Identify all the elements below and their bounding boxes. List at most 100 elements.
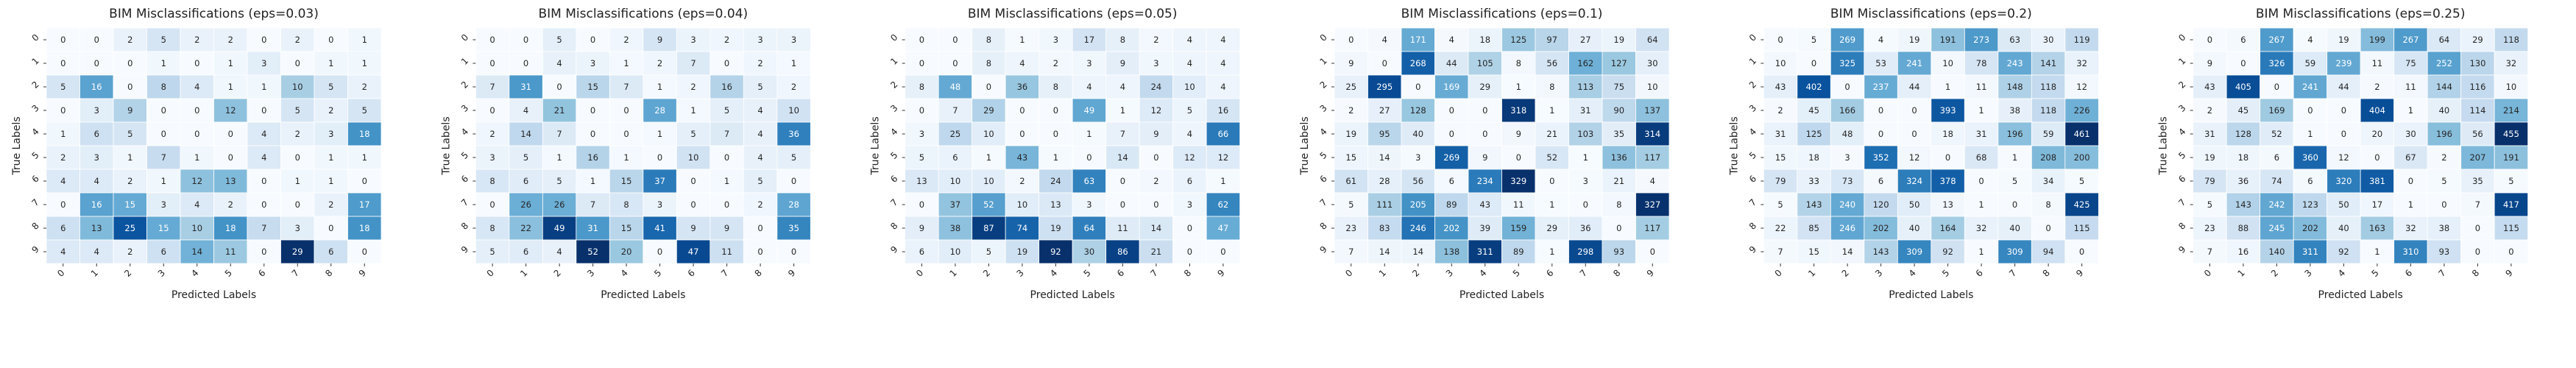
heatmap-cell [2393, 74, 2428, 99]
heatmap-cell [46, 74, 80, 99]
heatmap-cell [643, 121, 677, 146]
heatmap-cell [1434, 239, 1469, 264]
cell-value-label: 38 [950, 223, 961, 233]
heatmap-cell [1797, 98, 1831, 123]
heatmap-cell [1005, 169, 1040, 194]
cell-value-label: 0 [489, 199, 495, 210]
cell-value-label: 0 [2079, 247, 2084, 257]
cell-value-label: 417 [2503, 199, 2519, 210]
y-tick-label: 6 [30, 174, 41, 185]
cell-value-label: 327 [1644, 199, 1660, 210]
cell-value-label: 0 [228, 129, 233, 139]
heatmap-panel-5: BIM Misclassifications (eps=0.25)0 6 267 4 1… [2158, 7, 2529, 301]
x-tick-label: 3 [1873, 268, 1884, 279]
cell-value-label: 0 [724, 152, 729, 163]
x-tick-label: 0 [2202, 268, 2213, 279]
cell-value-label: 36 [2238, 176, 2249, 186]
heatmap-cell [113, 27, 147, 52]
heatmap-cell [2494, 216, 2529, 241]
cell-value-label: 10 [983, 129, 994, 139]
cell-value-label: 1 [657, 129, 662, 139]
heatmap-cell [776, 121, 811, 146]
heatmap-cell [1931, 121, 1965, 146]
heatmap-cell [676, 74, 711, 99]
cell-value-label: 0 [1019, 105, 1025, 116]
heatmap-cell [1830, 51, 1865, 76]
heatmap-cell [2031, 51, 2066, 76]
cell-value-label: 7 [690, 58, 696, 68]
x-tick-label: 7 [290, 268, 301, 279]
cell-value-label: 30 [1647, 58, 1658, 68]
cell-value-label: 9 [657, 35, 662, 45]
heatmap-cell [2064, 192, 2099, 217]
cell-value-label: 10 [191, 223, 202, 233]
heatmap-cell [1568, 169, 1603, 194]
cell-value-label: 4 [1220, 58, 1225, 68]
cell-value-label: 120 [1873, 199, 1889, 210]
cell-value-label: 1 [328, 176, 333, 186]
heatmap-cell [576, 121, 610, 146]
cell-value-label: 47 [1218, 223, 1229, 233]
cell-value-label: 119 [2074, 35, 2090, 45]
cell-value-label: 74 [2271, 176, 2282, 186]
cell-value-label: 14 [1842, 247, 1853, 257]
heatmap-cell [1830, 121, 1865, 146]
cell-value-label: 12 [2338, 152, 2349, 163]
heatmap-cell [347, 239, 382, 264]
cell-value-label: 9 [690, 223, 696, 233]
cell-value-label: 25 [1345, 82, 1356, 92]
cell-value-label: 214 [2503, 105, 2519, 116]
heatmap-cell [576, 27, 610, 52]
heatmap-cell [643, 98, 677, 123]
heatmap-cell [1931, 216, 1965, 241]
heatmap-cell [2226, 27, 2261, 52]
heatmap-cell [576, 98, 610, 123]
cell-value-label: 18 [1942, 129, 1953, 139]
cell-value-label: 9 [1120, 58, 1125, 68]
cell-value-label: 43 [1017, 152, 1028, 163]
cell-value-label: 1 [161, 176, 166, 186]
heatmap-cell [1172, 98, 1207, 123]
cell-value-label: 5 [919, 152, 924, 163]
heatmap-cell [2031, 169, 2066, 194]
heatmap-cell [347, 121, 382, 146]
cell-value-label: 4 [556, 247, 562, 257]
y-tick-label: 0 [1747, 32, 1758, 43]
cell-value-label: 4 [194, 82, 199, 92]
cell-value-label: 2 [1019, 176, 1025, 186]
cell-value-label: 311 [1477, 247, 1493, 257]
cell-value-label: 31 [2204, 129, 2215, 139]
heatmap-cell [1367, 216, 1402, 241]
cell-value-label: 79 [2204, 176, 2215, 186]
x-tick-label: 8 [753, 268, 764, 279]
cell-value-label: 0 [127, 58, 132, 68]
heatmap-cell [1568, 98, 1603, 123]
cell-value-label: 38 [2439, 223, 2450, 233]
x-tick-label: 5 [652, 268, 663, 279]
y-tick-label: 0 [888, 32, 899, 43]
x-tick-label: 5 [2369, 268, 2380, 279]
y-tick-label: 5 [459, 150, 470, 161]
heatmap-cell [2427, 98, 2462, 123]
cell-value-label: 64 [1084, 223, 1095, 233]
heatmap-cell [1602, 192, 1636, 217]
cell-value-label: 10 [1942, 58, 1953, 68]
heatmap-cell [1206, 74, 1241, 99]
cell-value-label: 95 [1379, 129, 1390, 139]
cell-value-label: 41 [654, 223, 665, 233]
x-tick-label: 4 [1048, 268, 1059, 279]
heatmap-cell [247, 239, 281, 264]
x-tick-label: 4 [1907, 268, 1918, 279]
heatmap-cell [1367, 145, 1402, 170]
cell-value-label: 13 [1050, 199, 1061, 210]
heatmap-cell [710, 98, 744, 123]
cell-value-label: 2 [194, 35, 199, 45]
y-tick-label: 1 [2176, 56, 2187, 67]
heatmap-cell [776, 98, 811, 123]
cell-value-label: 26 [520, 199, 531, 210]
x-tick-label: 8 [1182, 268, 1193, 279]
cell-value-label: 9 [2207, 58, 2212, 68]
heatmap-cell [1964, 51, 1999, 76]
heatmap-cell [2193, 98, 2227, 123]
cell-value-label: 2 [657, 58, 662, 68]
